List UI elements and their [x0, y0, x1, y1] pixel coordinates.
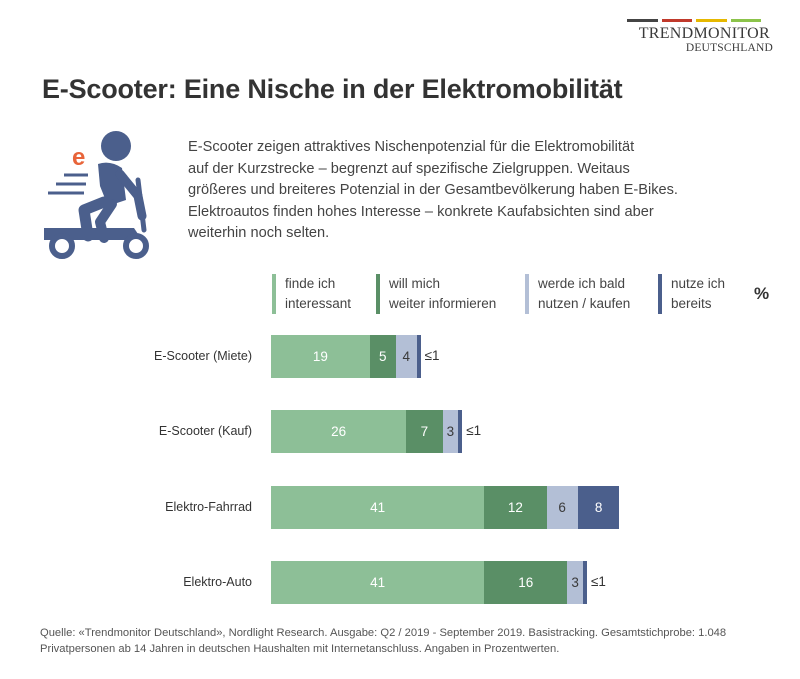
- bar-segment: 6: [546, 486, 578, 529]
- description-line: weiterhin noch selten.: [188, 225, 330, 241]
- description-line: größeres und breiteres Potenzial in der …: [188, 182, 678, 198]
- legend-label-line: will mich: [389, 276, 441, 291]
- legend-label-line: weiter informieren: [389, 296, 497, 311]
- brand-line-2: [661, 19, 692, 22]
- bar-segment: [416, 335, 421, 378]
- description-line: auf der Kurzstrecke – begrenzt auf spezi…: [188, 160, 630, 177]
- bar-segment: 3: [567, 561, 583, 604]
- brand-line-1: [627, 19, 658, 22]
- category-label: Elektro-Auto: [183, 574, 252, 589]
- data-label-outside: ≤1: [466, 422, 482, 438]
- legend-label-line: werde ich bald: [538, 276, 626, 291]
- legend-label-line: bereits: [671, 296, 712, 311]
- bar-segment: 41: [271, 561, 485, 604]
- bar-segment: 5: [369, 335, 396, 378]
- e-scooter-rider-icon: e: [44, 131, 149, 259]
- data-label-outside: ≤1: [591, 573, 606, 589]
- category-label: E-Scooter (Kauf): [158, 423, 252, 438]
- bar-segment: 16: [484, 561, 568, 604]
- category-label: E-Scooter (Miete): [154, 348, 252, 363]
- page-title: E-Scooter: Eine Nische in der Elektromob…: [42, 74, 623, 104]
- bar-segment: [583, 561, 587, 604]
- description-line: Elektroautos finden hohes Interesse – ko…: [188, 203, 654, 220]
- brand-name: TRENDMONITOR: [638, 25, 770, 42]
- data-label-outside: ≤1: [424, 347, 440, 363]
- bar-segment: 19: [271, 335, 370, 378]
- bar-segment: 4: [395, 335, 417, 378]
- legend-item-interessant: finde ich interessant: [272, 274, 351, 314]
- legend-item-nutzen-kaufen: werde ich bald nutzen / kaufen: [525, 274, 630, 314]
- legend-item-informieren: will mich weiter informieren: [376, 274, 496, 314]
- bar-segment: 8: [577, 486, 620, 529]
- legend-label-line: interessant: [285, 296, 352, 311]
- bar-segment: [458, 410, 463, 453]
- description-line: E-Scooter zeigen attraktives Nischenpote…: [188, 139, 635, 155]
- legend-item-nutze-bereits: nutze ich bereits: [658, 274, 725, 314]
- brand-color-lines: [627, 19, 761, 22]
- description: E-Scooter zeigen attraktives Nischenpote…: [188, 137, 748, 245]
- category-label: Elektro-Fahrrad: [165, 499, 252, 514]
- legend-label-line: nutzen / kaufen: [538, 296, 631, 311]
- bar-segment: 12: [484, 486, 547, 529]
- percent-unit: %: [754, 284, 770, 303]
- brand-line-4: [730, 19, 761, 22]
- brand-line-3: [696, 19, 727, 22]
- legend-label-line: finde ich: [285, 276, 336, 291]
- legend-label-line: nutze ich: [671, 276, 726, 291]
- bar-segment: 41: [271, 486, 485, 529]
- brand-subtitle: DEUTSCHLAND: [685, 42, 773, 54]
- bar-segment: 3: [442, 410, 459, 453]
- bar-segment: 7: [406, 410, 443, 453]
- source-note: Quelle: «Trendmonitor Deutschland», Nord…: [40, 627, 727, 655]
- bar-segment: 26: [271, 410, 407, 453]
- e-letter-icon: e: [72, 144, 85, 171]
